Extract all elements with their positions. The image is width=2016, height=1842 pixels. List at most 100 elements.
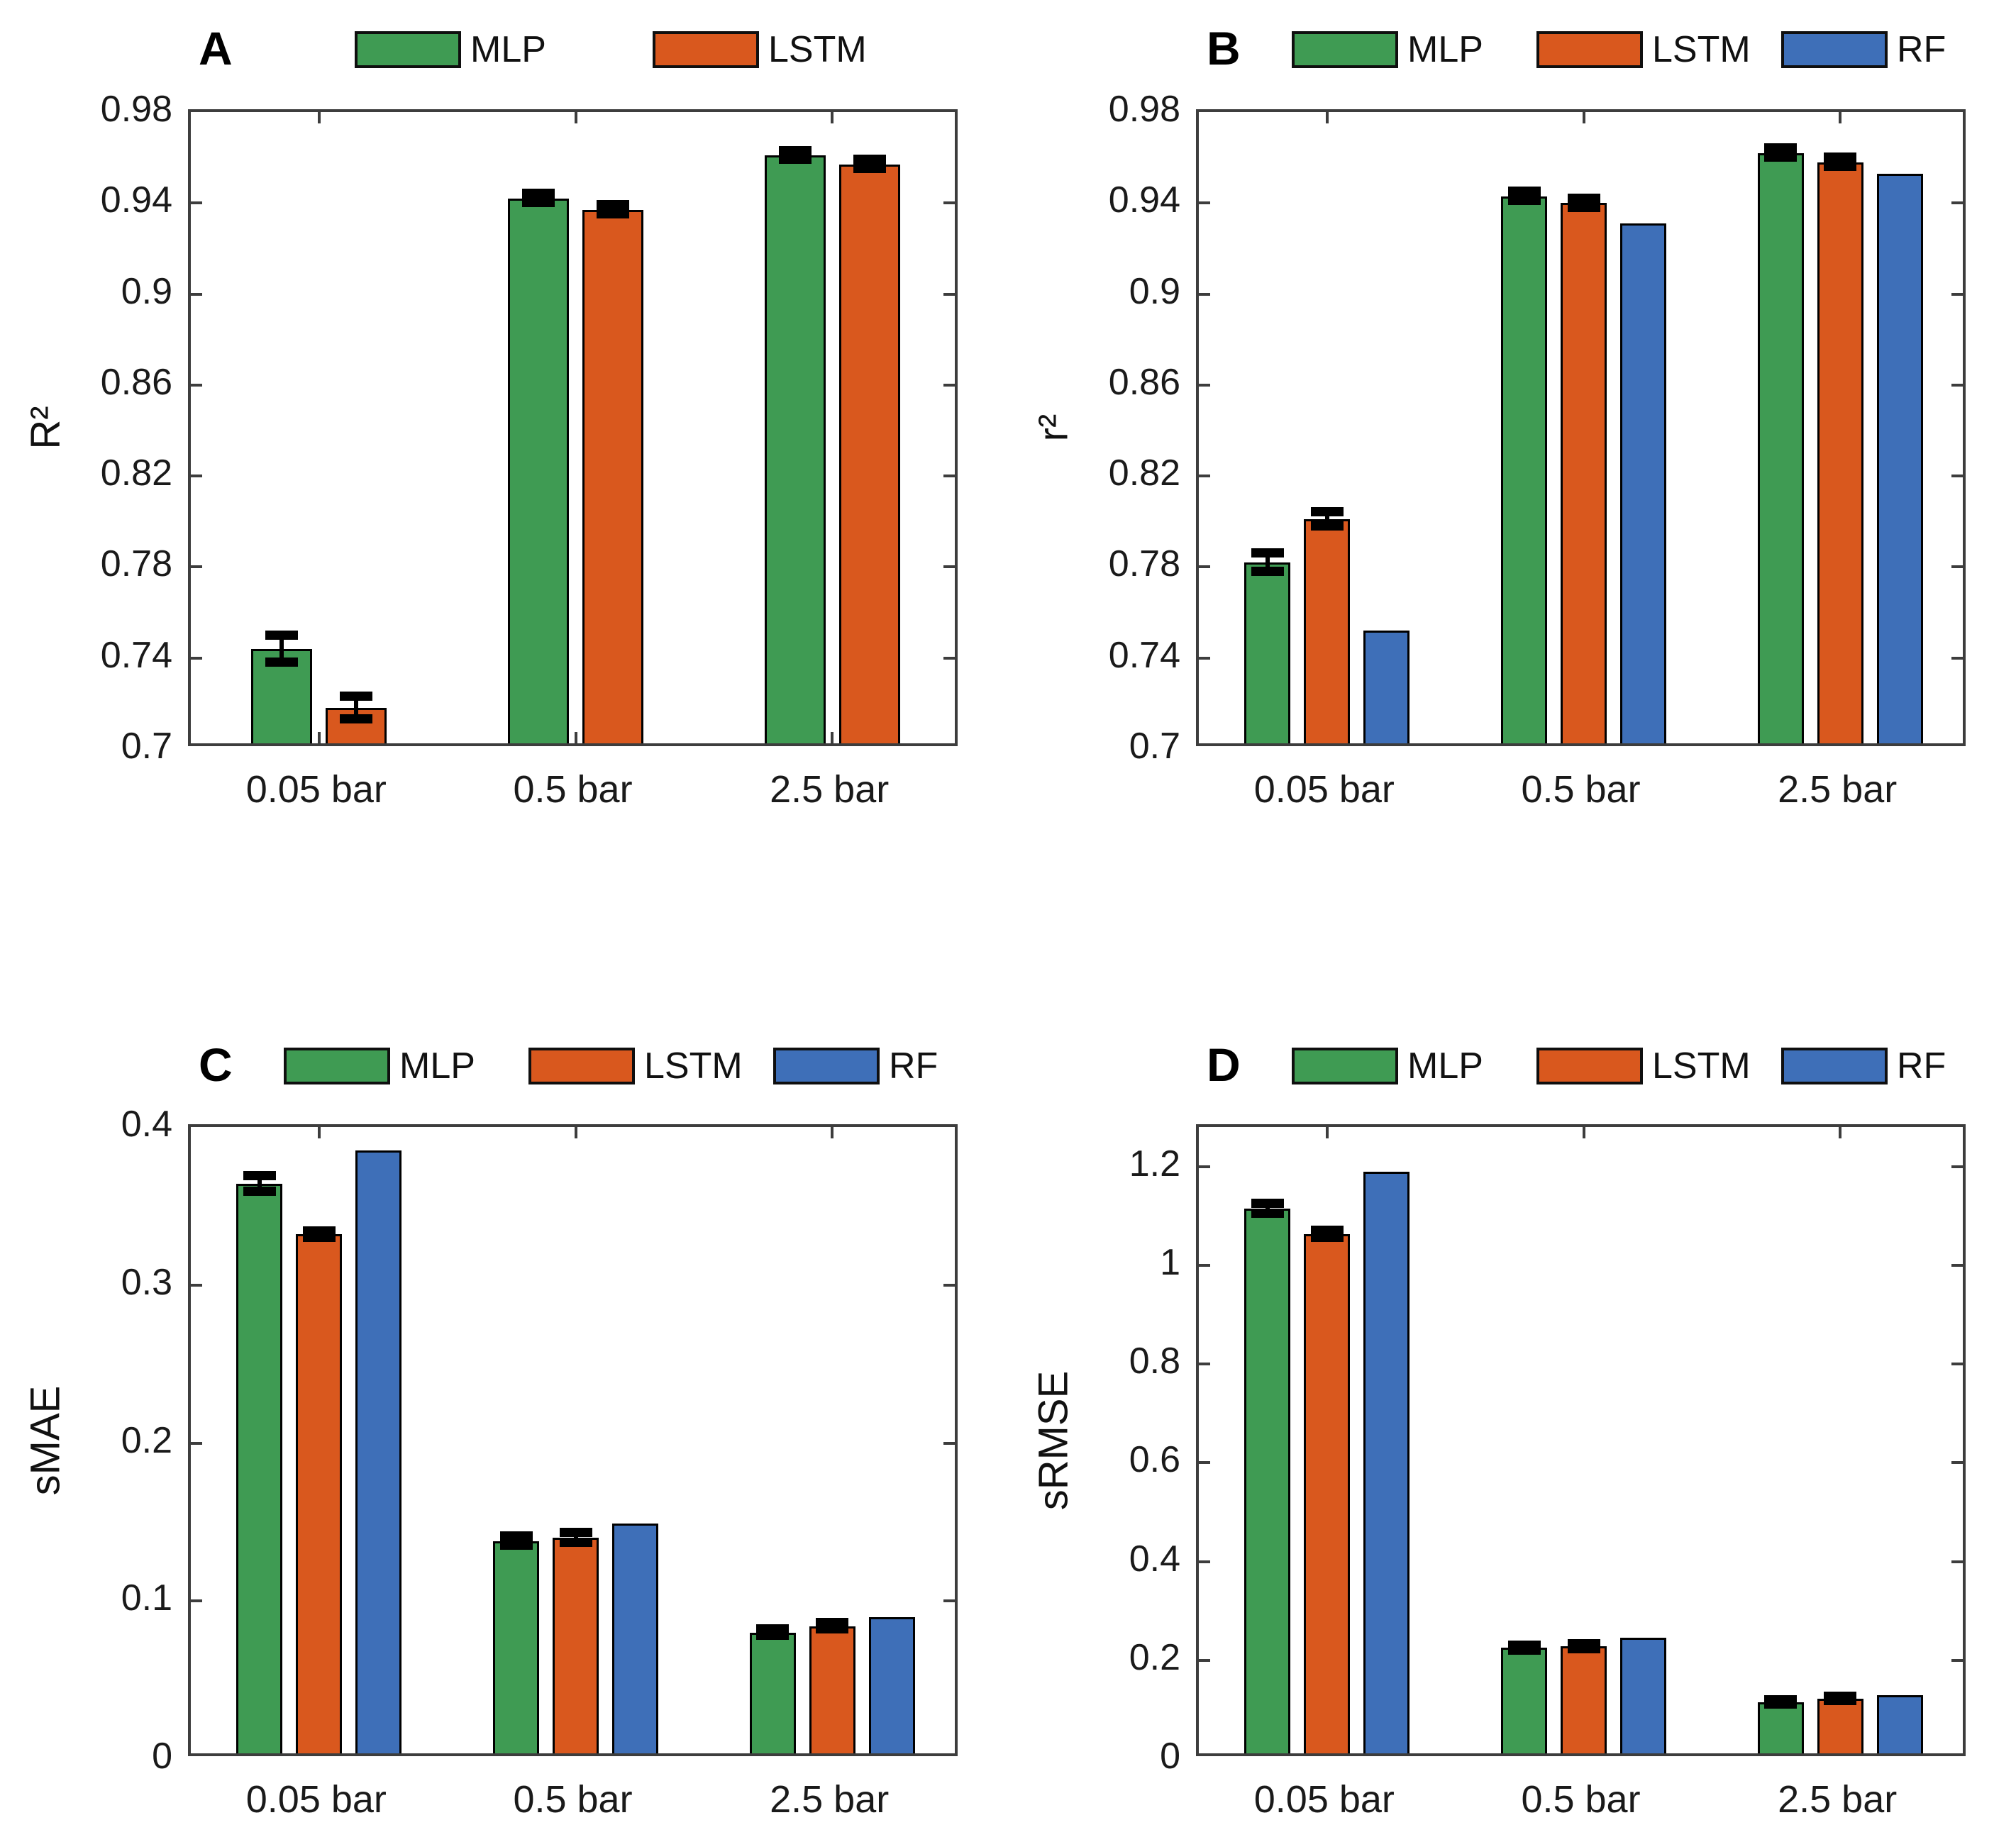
x-tick-mark xyxy=(831,1127,834,1138)
plot-area xyxy=(1196,109,1966,746)
legend-label-mlp: MLP xyxy=(399,1045,475,1087)
error-bar-cap xyxy=(756,1631,790,1641)
x-tick-label: 2.5 bar xyxy=(770,768,890,811)
error-bar-cap xyxy=(522,189,555,199)
legend-item-rf: RF xyxy=(1781,1045,1946,1087)
error-bar-cap xyxy=(265,630,299,640)
error-bar-cap xyxy=(1824,1695,1857,1705)
bar-mlp-1 xyxy=(1501,196,1547,743)
error-bar-cap xyxy=(853,155,886,165)
y-tick-mark xyxy=(1199,1263,1210,1267)
y-tick-mark xyxy=(1951,1363,1963,1366)
y-tick-mark xyxy=(1199,475,1210,478)
legend-swatch-mlp xyxy=(284,1048,390,1084)
x-tick-mark xyxy=(1839,1127,1842,1138)
legend-swatch-mlp xyxy=(1292,1048,1398,1084)
y-tick-mark xyxy=(191,383,202,387)
x-tick-mark xyxy=(1325,1127,1329,1138)
error-bar-cap xyxy=(1567,202,1600,212)
legend-swatch-rf xyxy=(773,1048,880,1084)
y-tick-mark xyxy=(1199,201,1210,205)
plot-area xyxy=(188,109,958,746)
y-tick-label: 0.4 xyxy=(1129,1538,1180,1580)
error-bar-cap xyxy=(243,1187,276,1197)
x-tick-mark xyxy=(574,732,577,743)
y-tick-mark xyxy=(1199,656,1210,660)
y-tick-mark xyxy=(191,475,202,478)
y-tick-mark xyxy=(1199,565,1210,569)
bar-rf-0 xyxy=(1363,631,1410,743)
y-tick-mark xyxy=(191,1283,202,1287)
error-bar-cap xyxy=(1507,187,1541,196)
error-bar-cap xyxy=(340,714,373,724)
error-bar-cap xyxy=(1567,193,1600,203)
bar-mlp-2 xyxy=(764,155,826,743)
y-axis-title: r² xyxy=(1030,414,1077,442)
x-tick-mark xyxy=(574,112,577,123)
error-bar-cap xyxy=(1310,507,1344,517)
y-tick-label: 0.4 xyxy=(121,1104,172,1145)
bar-lstm-2 xyxy=(838,164,900,743)
legend-item-lstm: LSTM xyxy=(1536,1045,1751,1087)
panel-label: B xyxy=(1207,22,1241,74)
error-bar-cap xyxy=(499,1531,533,1541)
legend-label-mlp: MLP xyxy=(1407,29,1483,70)
error-bar-cap xyxy=(1310,1232,1344,1242)
y-tick-label: 0.98 xyxy=(100,89,172,130)
y-axis-title: R² xyxy=(22,406,69,450)
y-tick-mark xyxy=(191,565,202,569)
bar-mlp-2 xyxy=(1757,1702,1804,1753)
bar-lstm-1 xyxy=(1561,1646,1607,1753)
plot-area xyxy=(1196,1124,1966,1756)
y-tick-label: 0.7 xyxy=(1129,726,1180,767)
error-bar-cap xyxy=(522,198,555,208)
y-tick-mark xyxy=(191,1441,202,1445)
bar-lstm-0 xyxy=(296,1234,343,1753)
y-tick-label: 0.86 xyxy=(100,361,172,403)
y-tick-mark xyxy=(943,1283,955,1287)
legend-item-lstm: LSTM xyxy=(1536,29,1751,70)
y-tick-label: 1 xyxy=(1160,1241,1180,1283)
panel-d: D MLP LSTM RF sRMSE 0 0.2 0.4 0.6 0.8 1 1.2 0.05 bar… xyxy=(1008,921,2016,1841)
bar-lstm-2 xyxy=(1817,1699,1863,1753)
error-bar-cap xyxy=(1764,143,1798,153)
y-tick-label: 0 xyxy=(152,1736,172,1777)
error-bar-cap xyxy=(1507,196,1541,206)
x-tick-label: 0.5 bar xyxy=(513,768,633,811)
error-bar-lstm-0 xyxy=(1324,512,1329,526)
x-tick-mark xyxy=(831,732,834,743)
legend-swatch-lstm xyxy=(1536,31,1643,68)
error-bar-cap xyxy=(1824,152,1857,162)
error-bar-cap xyxy=(1824,161,1857,171)
bar-mlp-0 xyxy=(1244,562,1291,743)
legend-swatch-mlp xyxy=(355,31,461,68)
legend-label-lstm: LSTM xyxy=(1652,29,1751,70)
legend-item-mlp: MLP xyxy=(1292,29,1483,70)
error-bar-cap xyxy=(778,155,812,165)
bar-rf-2 xyxy=(1876,173,1923,743)
error-bar-cap xyxy=(302,1232,336,1242)
legend-swatch-lstm xyxy=(653,31,759,68)
plot-area xyxy=(188,1124,958,1756)
y-tick-mark xyxy=(943,1441,955,1445)
bar-mlp-1 xyxy=(493,1541,539,1753)
y-tick-label: 0.82 xyxy=(100,453,172,494)
y-tick-mark xyxy=(1199,1363,1210,1366)
y-tick-mark xyxy=(1199,1658,1210,1662)
x-tick-label: 0.05 bar xyxy=(1253,768,1395,811)
error-bar-cap xyxy=(1251,1198,1284,1208)
bar-lstm-1 xyxy=(1561,203,1607,743)
legend-item-mlp: MLP xyxy=(284,1045,475,1087)
x-tick-mark xyxy=(317,1127,321,1138)
error-bar-mlp-0 xyxy=(257,1176,262,1192)
bar-rf-2 xyxy=(868,1616,915,1753)
bar-mlp-1 xyxy=(1501,1648,1547,1753)
legend-swatch-lstm xyxy=(528,1048,635,1084)
y-tick-label: 0.86 xyxy=(1108,361,1180,403)
error-bar-cap xyxy=(597,209,629,219)
y-tick-label: 0.6 xyxy=(1129,1439,1180,1481)
panel-label: C xyxy=(199,1038,233,1091)
y-tick-mark xyxy=(1951,1461,1963,1465)
y-tick-mark xyxy=(191,201,202,205)
bar-mlp-0 xyxy=(236,1184,283,1753)
